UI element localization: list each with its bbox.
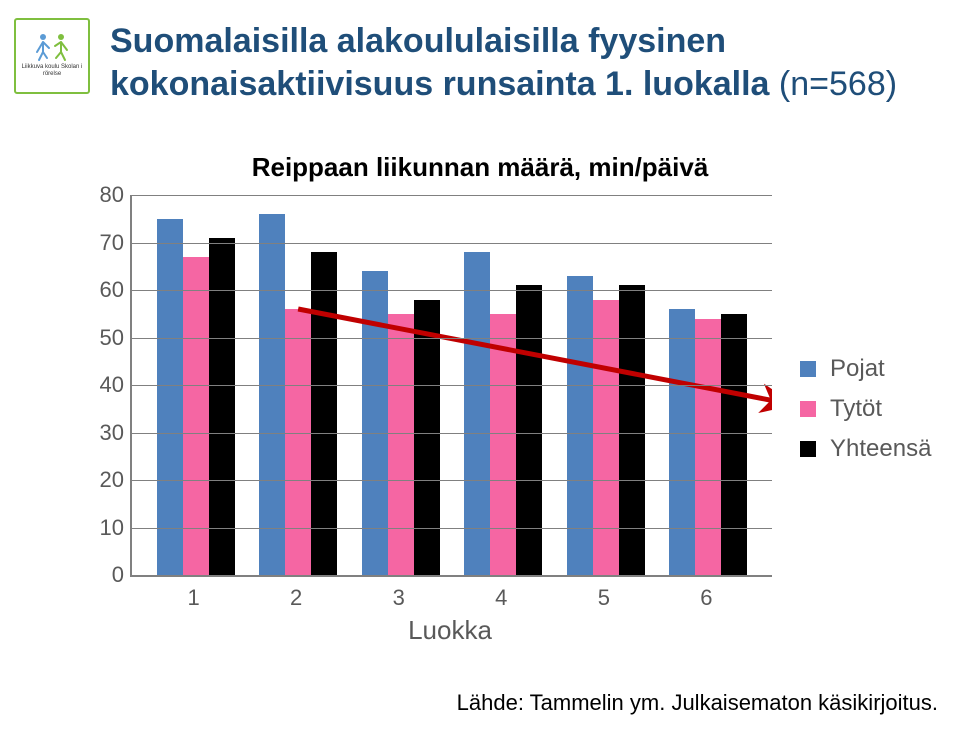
- bar: [619, 285, 645, 575]
- grid-line: [132, 290, 772, 291]
- bar: [157, 219, 183, 575]
- grid-line: [132, 480, 772, 481]
- bar: [593, 300, 619, 576]
- x-tick-label: 5: [598, 585, 610, 611]
- legend-item-yhteensa: Yhteensä: [800, 435, 931, 463]
- y-tick-label: 30: [76, 420, 124, 446]
- plot-area: 01020304050607080: [130, 195, 772, 577]
- y-tick-label: 50: [76, 325, 124, 351]
- y-tick-label: 20: [76, 467, 124, 493]
- bar-chart: 01020304050607080 Luokka Pojat Tytöt Yht…: [70, 195, 895, 635]
- bar: [721, 314, 747, 575]
- y-tick-label: 70: [76, 230, 124, 256]
- legend-label: Pojat: [830, 355, 885, 383]
- legend-item-pojat: Pojat: [800, 355, 931, 383]
- grid-line: [132, 385, 772, 386]
- legend-item-tytot: Tytöt: [800, 395, 931, 423]
- grid-line: [132, 338, 772, 339]
- title-line-1: Suomalaisilla alakoululaisilla fyysinen: [110, 22, 726, 60]
- grid-line: [132, 195, 772, 196]
- y-tick-label: 60: [76, 277, 124, 303]
- grid-line: [132, 528, 772, 529]
- bar: [259, 214, 285, 575]
- y-tick-label: 10: [76, 515, 124, 541]
- bar: [490, 314, 516, 575]
- legend-label: Yhteensä: [830, 435, 931, 463]
- legend-swatch: [800, 441, 816, 457]
- logo-text: Liikkuva koulu Skolan i rörelse: [16, 64, 88, 77]
- bar: [414, 300, 440, 576]
- y-tick-label: 0: [76, 562, 124, 588]
- bar: [516, 285, 542, 575]
- bar: [388, 314, 414, 575]
- bar: [362, 271, 388, 575]
- legend-label: Tytöt: [830, 395, 882, 423]
- legend-swatch: [800, 361, 816, 377]
- title-n: (n=568): [779, 65, 897, 103]
- legend: Pojat Tytöt Yhteensä: [800, 355, 931, 475]
- grid-line: [132, 433, 772, 434]
- bar: [209, 238, 235, 575]
- x-tick-label: 3: [393, 585, 405, 611]
- x-tick-label: 1: [187, 585, 199, 611]
- bar: [669, 309, 695, 575]
- y-tick-label: 80: [76, 182, 124, 208]
- x-axis-label: Luokka: [130, 615, 770, 646]
- liikkuva-koulu-logo: Liikkuva koulu Skolan i rörelse: [14, 18, 90, 94]
- bar: [695, 319, 721, 576]
- slide: Liikkuva koulu Skolan i rörelse Suomalai…: [0, 0, 960, 732]
- legend-swatch: [800, 401, 816, 417]
- x-tick-label: 4: [495, 585, 507, 611]
- grid-line: [132, 243, 772, 244]
- title-line-2: kokonaisaktiivisuus runsainta 1. luokall…: [110, 65, 779, 103]
- bar: [567, 276, 593, 575]
- bar: [285, 309, 311, 575]
- x-tick-label: 2: [290, 585, 302, 611]
- chart-title: Reippaan liikunnan määrä, min/päivä: [0, 152, 960, 183]
- x-tick-label: 6: [700, 585, 712, 611]
- y-tick-label: 40: [76, 372, 124, 398]
- slide-title: Suomalaisilla alakoululaisilla fyysinen …: [110, 20, 950, 105]
- source-text: Lähde: Tammelin ym. Julkaisematon käsiki…: [457, 690, 938, 716]
